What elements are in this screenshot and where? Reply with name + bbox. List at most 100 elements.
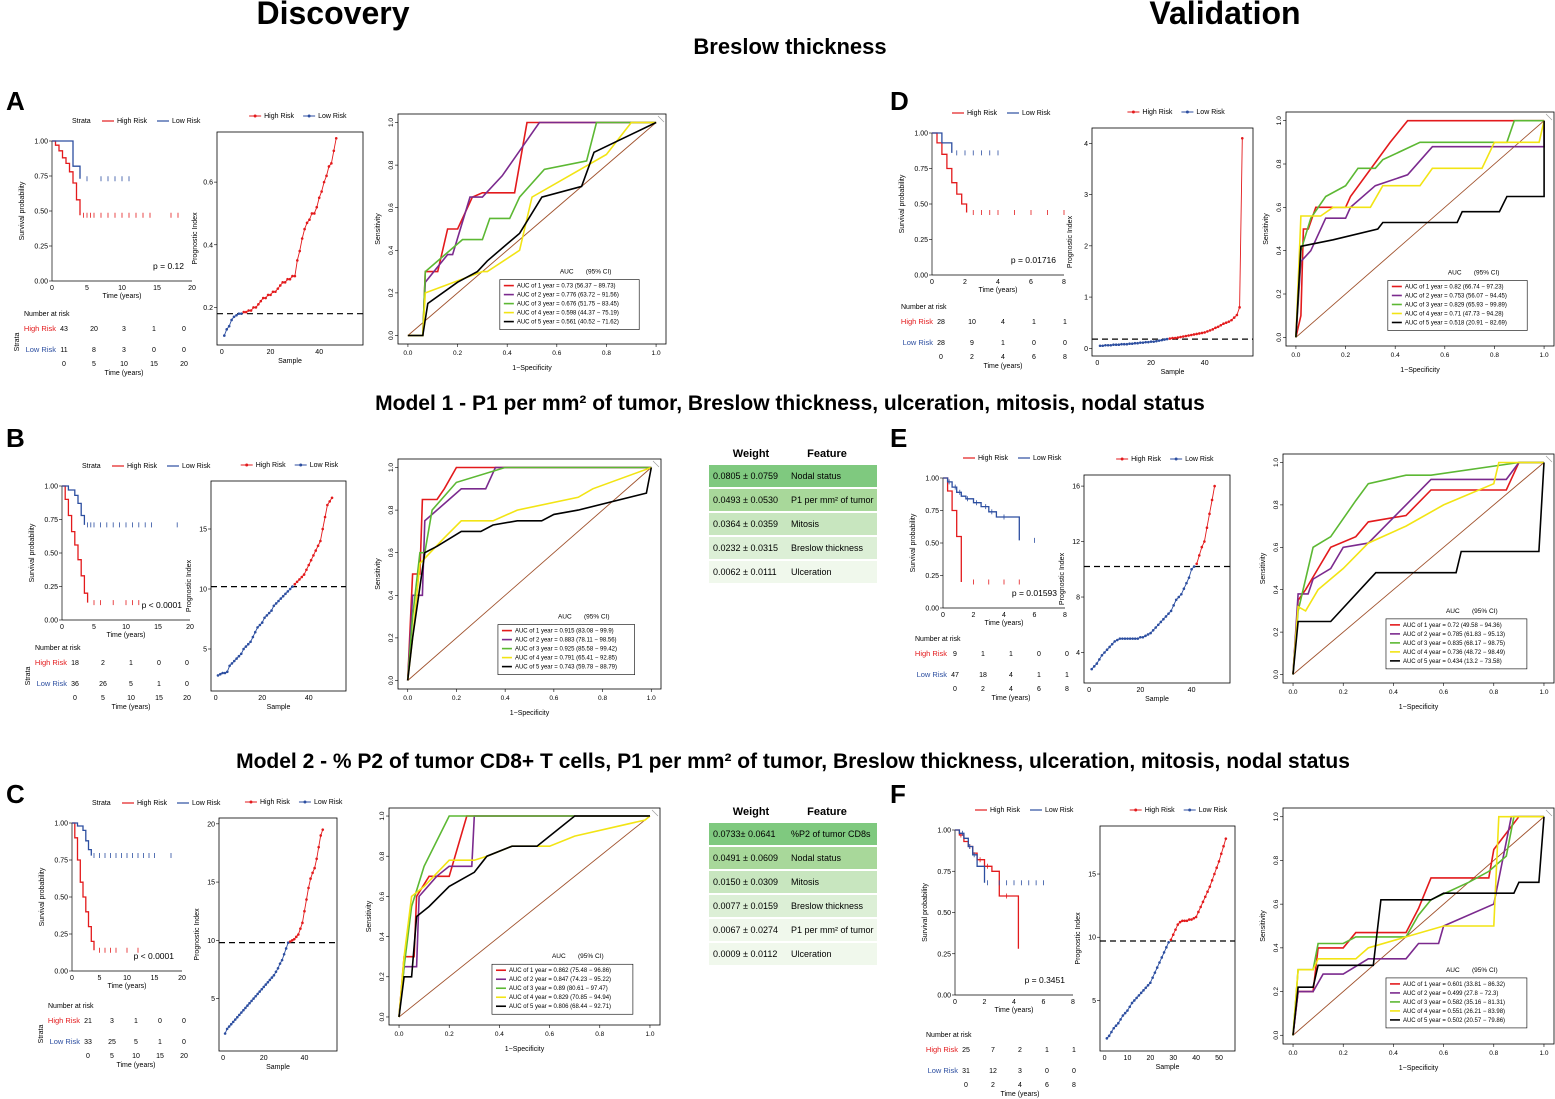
weight-table-feature-cell: Ulceration	[791, 567, 832, 577]
roc-y-tick-label: 1.0	[1273, 812, 1280, 821]
km-legend-strata-label: Strata	[92, 800, 111, 807]
pi-point-high-risk	[330, 496, 334, 500]
roc-x-tick-label: 0.2	[1339, 689, 1348, 696]
risk-table-low-count: 0	[1045, 1068, 1049, 1075]
roc-y-tick-label: 0.4	[1273, 585, 1280, 594]
km-curve-low-risk	[62, 485, 86, 525]
km-y-tick-label: 0.75	[54, 858, 68, 865]
pi-x-tick-label: 20	[1146, 1055, 1154, 1062]
roc-legend-entry-year-3: AUC of 3 year = 0.925 (85.58 − 99.42)	[515, 647, 617, 653]
roc-legend-entry-year-2: AUC of 2 year = 0.753 (56.07 − 94.45)	[1405, 293, 1507, 299]
pi-point-low-risk	[240, 312, 243, 315]
risk-table-low-count: 0	[1072, 1068, 1076, 1075]
km-x-tick-label: 6	[1042, 999, 1046, 1006]
pi-point-low-risk	[276, 966, 280, 970]
pi-point-low-risk	[1123, 637, 1127, 640]
km-y-tick-label: 0.75	[914, 166, 928, 173]
pi-y-tick-label: 10	[1088, 935, 1096, 942]
pi-point-low-risk	[1125, 342, 1129, 346]
roc-corner-mark	[652, 460, 660, 468]
risk-table-x-tick-label: 5	[110, 1053, 114, 1060]
risk-table-low-count: 28	[937, 340, 945, 347]
pi-point-high-risk	[319, 539, 322, 543]
km-legend-high-label: High Risk	[137, 800, 167, 807]
risk-table-x-tick-label: 0	[953, 686, 957, 693]
km-y-tick-label: 1.00	[914, 131, 928, 138]
pi-y-tick-label: 1	[1084, 295, 1088, 302]
pi-point-high-risk	[1187, 918, 1191, 921]
pi-line-high-risk	[1196, 486, 1216, 564]
pi-legend-high-label: High Risk	[1142, 109, 1172, 116]
risk-table-low-count: 9	[970, 340, 974, 347]
pi-point-high-risk	[1216, 325, 1220, 329]
risk-table-x-tick-label: 6	[1032, 354, 1036, 361]
km-x-axis-label: Time (years)	[978, 287, 1017, 294]
pi-point-low-risk	[242, 647, 245, 651]
pi-frame	[1091, 127, 1254, 357]
weight-table-weight-header: Weight	[733, 806, 770, 818]
pi-line-high-risk	[1169, 138, 1243, 340]
roc-y-tick-label: 1.0	[1276, 116, 1283, 125]
roc-curve-year-4	[1295, 120, 1545, 338]
roc-x-axis-label: 1−Specificity	[1400, 367, 1440, 374]
risk-table-high-count: 0	[158, 1018, 162, 1025]
pi-point-low-risk	[1160, 338, 1164, 342]
km-y-tick-label: 0.50	[34, 209, 48, 216]
km-curve-low-risk	[943, 477, 1020, 541]
pi-x-tick-label: 20	[260, 1055, 268, 1062]
weight-table-weight-cell: 0.0805 ± 0.0759	[713, 471, 778, 481]
pi-y-tick-label: 0	[1084, 346, 1088, 353]
risk-table-high-count: 25	[962, 1047, 970, 1054]
risk-table-low-count: 36	[71, 681, 79, 688]
roc-y-tick-label: 1.0	[388, 118, 395, 127]
risk-table-high-count: 28	[937, 319, 945, 326]
km-y-tick-label: 0.25	[34, 244, 48, 251]
pi-legend-low-dot	[1185, 110, 1189, 114]
pi-legend-high-dot	[1134, 808, 1138, 812]
km-y-tick-label: 1.00	[937, 828, 951, 835]
pi-point-low-risk	[1185, 581, 1188, 585]
risk-table-low-count: 11	[60, 347, 67, 354]
roc-x-tick-label: 1.0	[652, 350, 661, 357]
roc-legend-auc-header: AUC	[1446, 608, 1460, 615]
km-x-tick-label: 5	[92, 624, 96, 631]
km-x-tick-label: 15	[153, 285, 161, 292]
pi-point-low-risk	[258, 623, 262, 627]
km-x-tick-label: 2	[983, 999, 987, 1006]
pi-point-high-risk	[1222, 322, 1225, 326]
pi-point-low-risk	[1137, 994, 1141, 997]
pi-point-high-risk	[307, 886, 310, 890]
roc-legend-entry-year-1: AUC of 1 year = 0.862 (75.48 − 96.86)	[509, 968, 611, 974]
pi-point-high-risk	[311, 871, 314, 875]
pi-point-high-risk	[1189, 333, 1193, 337]
roc-curve-year-3	[407, 121, 657, 337]
pi-point-high-risk	[305, 898, 308, 901]
roc-y-tick-label: 0.6	[388, 203, 395, 212]
pi-point-low-risk	[262, 985, 266, 989]
km-y-tick-label: 0.75	[44, 517, 58, 524]
pi-point-low-risk	[1121, 1014, 1125, 1017]
pi-point-low-risk	[266, 980, 270, 984]
pi-point-low-risk	[231, 1020, 235, 1024]
pi-point-low-risk	[252, 997, 255, 1000]
pi-point-low-risk	[1110, 642, 1114, 646]
roc-legend-entry-year-5: AUC of 5 year = 0.806 (68.44 − 92.71)	[509, 1004, 611, 1010]
roc-legend-entry-year-4: AUC of 4 year = 0.598 (44.37 − 75.19)	[517, 311, 619, 317]
pi-point-low-risk	[225, 328, 229, 331]
roc-curve-year-4	[406, 466, 652, 681]
roc-diagonal	[1295, 120, 1545, 338]
risk-table-title: Number at risk	[35, 645, 81, 652]
km-y-tick-label: 0.75	[34, 174, 48, 181]
discovery-header: Discovery	[257, 0, 410, 31]
km-y-tick-label: 0.75	[937, 869, 951, 876]
pi-point-high-risk	[321, 828, 325, 831]
pi-y-tick-label: 2	[1084, 243, 1088, 250]
roc-curve-year-1	[1295, 119, 1545, 338]
risk-table-x-axis-label: Time (years)	[111, 704, 150, 711]
pi-point-low-risk	[235, 313, 238, 317]
pi-point-low-risk	[1133, 637, 1137, 640]
pi-point-low-risk	[286, 590, 290, 593]
pi-point-high-risk	[319, 834, 323, 837]
km-y-axis-label: Survival probability	[19, 181, 26, 240]
risk-table-x-tick-label: 0	[964, 1082, 968, 1089]
